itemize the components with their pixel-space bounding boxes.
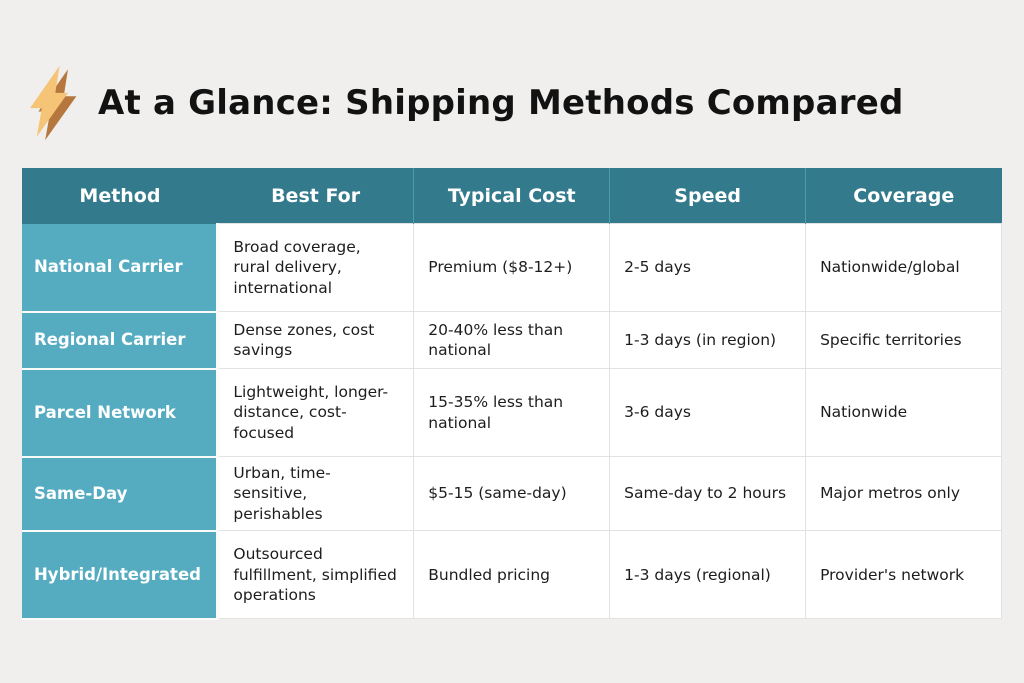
column-header-best-for: Best For <box>217 168 414 224</box>
table-row-parcel-network: Parcel Network Lightweight, longer-dista… <box>22 368 1002 458</box>
speed-cell: Same-day to 2 hours <box>609 455 807 532</box>
best-for-cell: Outsourced fulfillment, simplified opera… <box>217 530 415 620</box>
typical-cost-cell: Bundled pricing <box>413 530 611 620</box>
speed-cell: 3-6 days <box>609 368 807 457</box>
best-for-cell: Lightweight, longer-distance, cost-focus… <box>217 368 415 457</box>
typical-cost-cell: $5-15 (same-day) <box>413 455 611 532</box>
table-row-same-day: Same-Day Urban, time-sensitive, perishab… <box>22 455 1002 532</box>
page-title: At a Glance: Shipping Methods Compared <box>98 83 904 123</box>
speed-cell: 1-3 days (regional) <box>609 530 807 620</box>
speed-cell: 2-5 days <box>609 223 807 312</box>
column-header-speed: Speed <box>609 168 806 224</box>
page-header: At a Glance: Shipping Methods Compared <box>30 64 904 142</box>
method-cell: National Carrier <box>22 223 220 313</box>
typical-cost-cell: 20-40% less than national <box>413 311 611 369</box>
method-cell: Parcel Network <box>22 368 220 458</box>
coverage-cell: Specific territories <box>805 311 1002 369</box>
shipping-methods-table: Method Best For Typical Cost Speed Cover… <box>22 168 1002 620</box>
best-for-cell: Dense zones, cost savings <box>217 311 415 369</box>
method-cell: Regional Carrier <box>22 311 220 370</box>
bolt-light-shape <box>30 65 68 137</box>
coverage-cell: Provider's network <box>805 530 1002 620</box>
best-for-cell: Urban, time-sensitive, perishables <box>217 455 415 532</box>
column-header-coverage: Coverage <box>805 168 1002 224</box>
speed-cell: 1-3 days (in region) <box>609 311 807 369</box>
table-row-hybrid-integrated: Hybrid/Integrated Outsourced fulfillment… <box>22 530 1002 620</box>
method-cell: Same-Day <box>22 456 220 532</box>
table-row-national-carrier: National Carrier Broad coverage, rural d… <box>22 223 1002 313</box>
lightning-bolt-icon <box>30 64 84 142</box>
coverage-cell: Nationwide/global <box>805 223 1002 312</box>
table-body: National Carrier Broad coverage, rural d… <box>22 223 1002 620</box>
header-row: Method Best For Typical Cost Speed Cover… <box>22 168 1002 224</box>
coverage-cell: Major metros only <box>805 455 1002 532</box>
table-header: Method Best For Typical Cost Speed Cover… <box>22 168 1002 224</box>
best-for-cell: Broad coverage, rural delivery, internat… <box>217 223 415 312</box>
column-header-method: Method <box>22 168 218 224</box>
method-cell: Hybrid/Integrated <box>22 530 220 620</box>
coverage-cell: Nationwide <box>805 368 1002 457</box>
typical-cost-cell: Premium ($8-12+) <box>413 223 611 312</box>
typical-cost-cell: 15-35% less than national <box>413 368 611 457</box>
column-header-typical-cost: Typical Cost <box>413 168 610 224</box>
table-row-regional-carrier: Regional Carrier Dense zones, cost savin… <box>22 311 1002 370</box>
